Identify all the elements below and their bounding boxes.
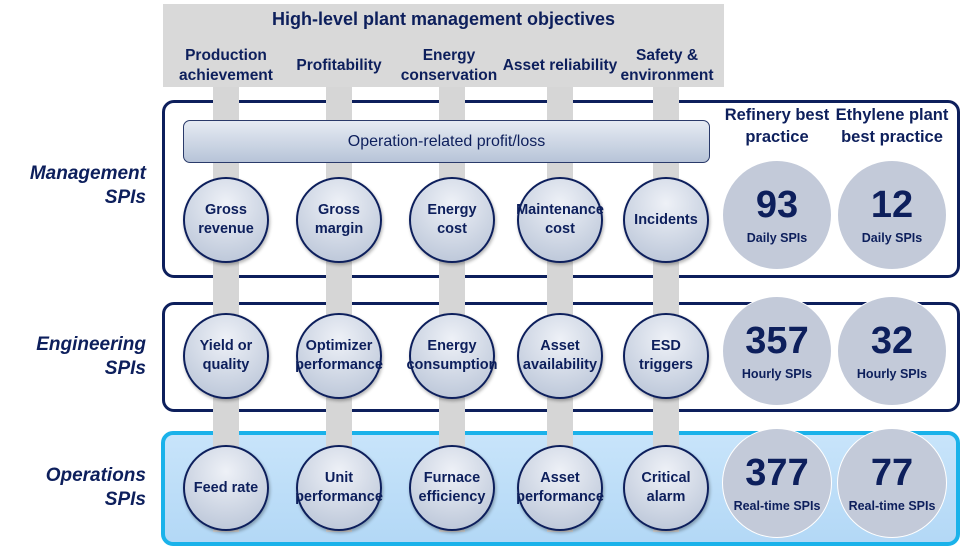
- spi-count-circle: 32 Hourly SPIs: [837, 296, 947, 406]
- objective: Safety & environment: [620, 47, 714, 84]
- spi-frequency: Daily SPIs: [861, 231, 923, 245]
- spi-count: 12: [870, 184, 914, 226]
- level-label-operations: Operations SPIs: [45, 465, 146, 510]
- spi-frequency: Real-time SPIs: [733, 499, 821, 513]
- spi-frequency: Daily SPIs: [746, 231, 808, 245]
- spi-circle: Optimizer performance: [295, 313, 383, 399]
- spi-count: 77: [870, 452, 914, 494]
- spi-circle: Gross revenue: [183, 177, 269, 263]
- objectives-title: High-level plant management objectives: [271, 9, 616, 29]
- objectives-header: [163, 4, 724, 87]
- objective: Asset reliability: [502, 57, 618, 74]
- spi-frequency: Real-time SPIs: [848, 499, 936, 513]
- spi-count-circle: 357 Hourly SPIs: [722, 296, 832, 406]
- spi-circle: Yield or quality: [183, 313, 269, 399]
- level-label-engineering: Engineering SPIs: [36, 334, 146, 379]
- spi-frequency: Hourly SPIs: [856, 367, 928, 381]
- spi-circle: Critical alarm: [623, 445, 709, 531]
- spi-circle: ESD triggers: [623, 313, 709, 399]
- spi-circle: Feed rate: [183, 445, 269, 531]
- spi-count: 377: [745, 452, 809, 494]
- spi-frequency: Hourly SPIs: [741, 367, 813, 381]
- column-header-ethylene: Ethylene plant best practice: [835, 106, 949, 146]
- level-label-management: Management SPIs: [29, 163, 146, 208]
- spi-circle: Maintenance cost: [516, 177, 604, 263]
- column-header-refinery: Refinery best practice: [724, 106, 830, 146]
- spi-count: 32: [870, 320, 914, 362]
- spi-circle: Furnace efficiency: [409, 445, 495, 531]
- spi-circle: Gross margin: [296, 177, 382, 263]
- spi-count-circle: 93 Daily SPIs: [722, 160, 832, 270]
- objective: Production achievement: [179, 47, 273, 84]
- objective: Profitability: [296, 57, 382, 74]
- spi-count: 93: [755, 184, 799, 226]
- spi-count-circle: 377 Real-time SPIs: [722, 428, 832, 538]
- spi-circle: Asset performance: [516, 445, 604, 531]
- spi-circle: Energy cost: [409, 177, 495, 263]
- profit-loss-bar: Operation-related profit/loss: [183, 120, 710, 163]
- spi-circle: Incidents: [623, 177, 709, 263]
- spi-count-circle: 12 Daily SPIs: [837, 160, 947, 270]
- spi-circle: Asset availability: [517, 313, 603, 399]
- objective: Energy conservation: [400, 47, 498, 84]
- spi-circle: Energy consumption: [406, 313, 498, 399]
- spi-count: 357: [745, 320, 809, 362]
- spi-circle: Unit performance: [295, 445, 383, 531]
- spi-count-circle: 77 Real-time SPIs: [837, 428, 947, 538]
